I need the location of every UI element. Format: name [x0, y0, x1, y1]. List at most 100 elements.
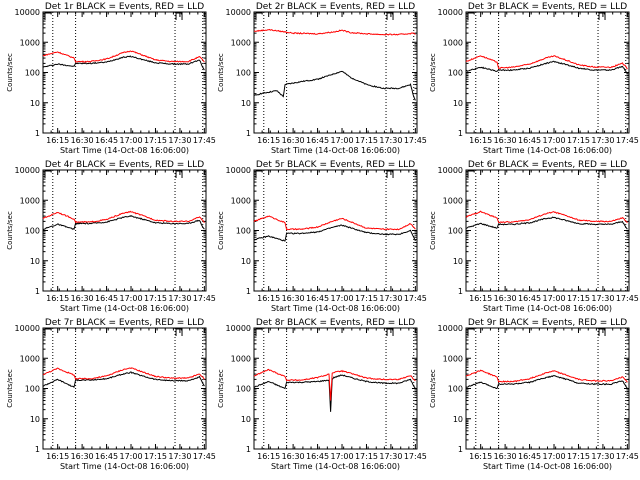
y-tick-label: 100 [236, 69, 251, 78]
y-tick-label: 100 [448, 69, 463, 78]
plot-frame [253, 169, 418, 292]
y-axis-label: Counts/sec [6, 53, 14, 92]
chart-title: Det 3r BLACK = Events, RED = LLD [468, 2, 627, 12]
x-tick-label: 16:15 [257, 294, 280, 303]
chart-title: Det 8r BLACK = Events, RED = LLD [256, 318, 415, 328]
marker-bracket [175, 12, 183, 20]
y-tick-label: 1 [458, 445, 463, 454]
chart-panel: Det 3r BLACK = Events, RED = LLD 1 10 100 10… [429, 2, 639, 155]
chart-panel: Det 7r BLACK = Events, RED = LLD 1 10 100 10… [6, 318, 216, 471]
x-axis-label: Start Time (14-Oct-08 16:06:00) [271, 304, 400, 313]
y-tick-label: 1 [246, 287, 251, 296]
x-tick-label: 17:30 [168, 294, 191, 303]
x-tick-label: 16:45 [518, 294, 541, 303]
x-tick-label: 16:15 [46, 294, 69, 303]
y-axis-label: Counts/sec [217, 53, 225, 92]
chart-panel: Det 2r BLACK = Events, RED = LLD 1 10 100 10… [217, 2, 427, 155]
x-axis-label: Start Time (14-Oct-08 16:06:00) [60, 304, 189, 313]
y-tick-label: 1000 [443, 354, 463, 363]
y-tick-label: 10 [30, 257, 40, 266]
y-tick-label: 1000 [231, 38, 251, 47]
x-tick-label: 16:30 [494, 452, 517, 461]
y-tick-label: 1000 [443, 38, 463, 47]
marker-bracket [467, 12, 474, 20]
x-tick-label: 16:45 [95, 136, 118, 145]
y-tick-label: 1 [35, 129, 40, 138]
x-tick-label: 17:00 [542, 136, 565, 145]
y-tick-label: 10000 [15, 166, 40, 175]
x-tick-label: 17:00 [542, 294, 565, 303]
y-tick-label: 1 [458, 287, 463, 296]
marker-bracket [255, 12, 262, 20]
y-tick-label: 100 [25, 385, 40, 394]
y-tick-label: 10000 [226, 324, 251, 333]
y-tick-label: 1 [458, 129, 463, 138]
plot-frame [253, 327, 418, 450]
x-tick-label: 16:30 [71, 136, 94, 145]
x-tick-label: 16:30 [71, 294, 94, 303]
y-tick-label: 10 [453, 257, 463, 266]
series-line-events [466, 216, 628, 230]
series-line-lld [253, 28, 416, 36]
marker-bracket [467, 328, 474, 336]
x-tick-label: 16:15 [257, 136, 280, 145]
y-tick-label: 100 [448, 227, 463, 236]
x-tick-label: 16:45 [518, 136, 541, 145]
y-axis-label: Counts/sec [429, 53, 437, 92]
x-tick-label: 17:15 [567, 294, 590, 303]
y-tick-label: 10000 [15, 8, 40, 17]
x-tick-label: 17:30 [379, 294, 402, 303]
y-tick-label: 10 [30, 99, 40, 108]
chart-panel: Det 8r BLACK = Events, RED = LLD 1 10 100 10… [217, 318, 427, 471]
x-tick-label: 16:45 [518, 452, 541, 461]
y-tick-label: 1000 [20, 196, 40, 205]
x-axis-label: Start Time (14-Oct-08 16:06:00) [483, 304, 612, 313]
plot-frame [42, 327, 207, 450]
x-tick-label: 16:15 [46, 452, 69, 461]
x-tick-label: 17:00 [542, 452, 565, 461]
x-tick-label: 17:30 [591, 452, 614, 461]
x-tick-label: 16:30 [71, 452, 94, 461]
y-tick-label: 10 [453, 99, 463, 108]
x-tick-label: 17:15 [144, 294, 167, 303]
y-axis-label: Counts/sec [6, 369, 14, 408]
marker-bracket [44, 328, 51, 336]
x-axis-label: Start Time (14-Oct-08 16:06:00) [271, 462, 400, 471]
y-axis-label: Counts/sec [429, 211, 437, 250]
x-tick-label: 17:15 [355, 136, 378, 145]
x-tick-label: 16:15 [257, 452, 280, 461]
y-tick-label: 100 [448, 385, 463, 394]
series-line-lld [42, 50, 205, 63]
y-tick-label: 10 [241, 415, 251, 424]
y-tick-label: 10000 [226, 8, 251, 17]
y-tick-label: 1000 [20, 38, 40, 47]
y-tick-label: 10000 [15, 324, 40, 333]
chart-title: Det 6r BLACK = Events, RED = LLD [468, 160, 627, 170]
x-tick-label: 17:45 [193, 136, 216, 145]
y-tick-label: 10 [241, 99, 251, 108]
y-axis-label: Counts/sec [217, 211, 225, 250]
y-tick-label: 100 [236, 227, 251, 236]
x-tick-label: 17:30 [168, 452, 191, 461]
x-tick-label: 17:15 [567, 136, 590, 145]
x-tick-label: 17:45 [616, 136, 639, 145]
x-tick-label: 17:00 [330, 136, 353, 145]
series-line-lld [253, 368, 416, 401]
series-line-lld [253, 215, 416, 231]
y-tick-label: 1000 [443, 196, 463, 205]
plot-frame [465, 169, 630, 292]
chart-panel: Det 1r BLACK = Events, RED = LLD 1 10 100 10… [6, 2, 216, 155]
series-line-events [253, 224, 416, 242]
series-line-lld [42, 210, 205, 224]
x-tick-label: 17:00 [119, 452, 142, 461]
y-axis-label: Counts/sec [217, 369, 225, 408]
series-line-events [42, 371, 205, 389]
x-tick-label: 16:45 [95, 452, 118, 461]
series-line-lld [465, 369, 628, 383]
plot-frame [42, 169, 207, 292]
x-tick-label: 16:15 [469, 452, 492, 461]
marker-bracket [598, 12, 606, 20]
plot-frame [42, 11, 207, 134]
x-tick-label: 17:45 [616, 294, 639, 303]
x-tick-label: 17:45 [404, 452, 427, 461]
